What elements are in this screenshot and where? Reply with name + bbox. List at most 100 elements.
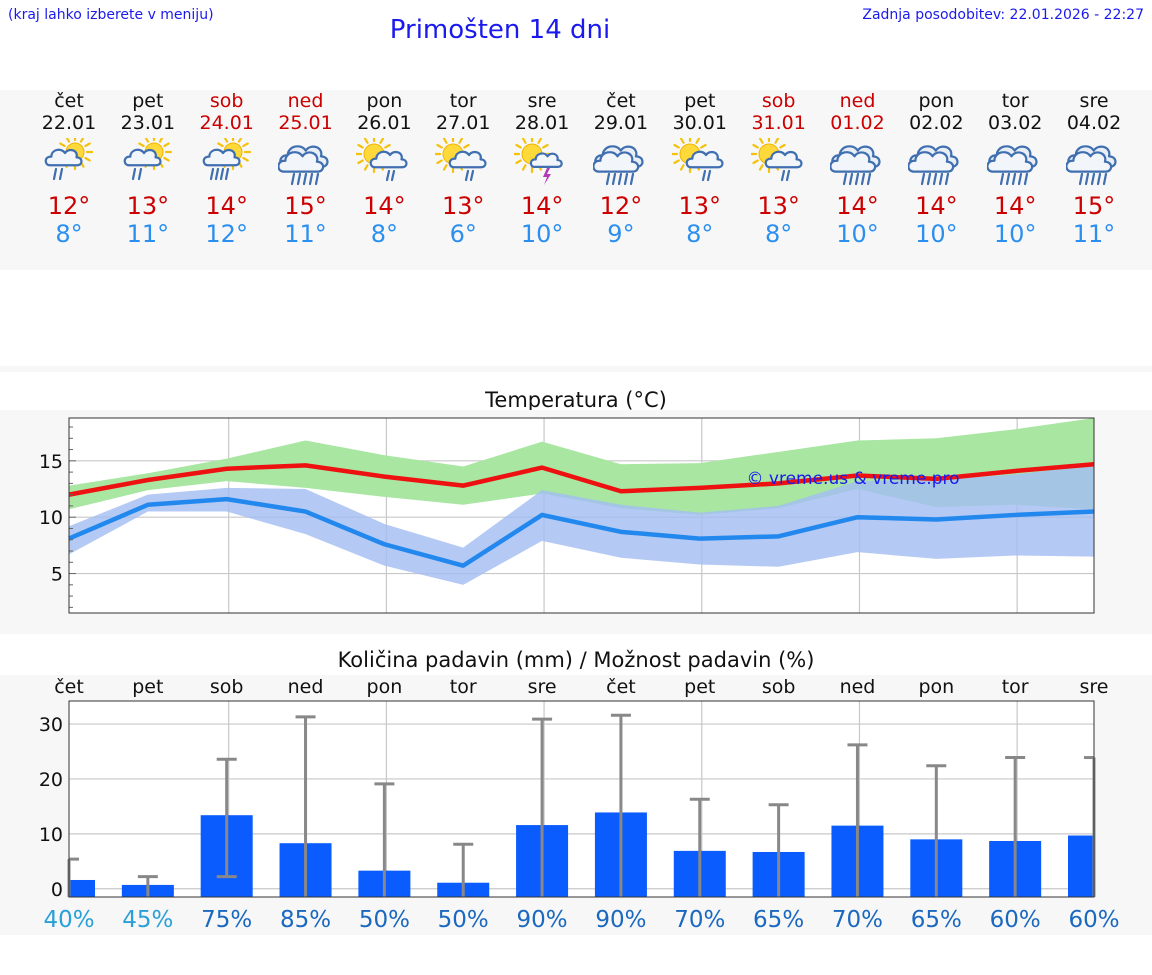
min-temperature: 12° [205,220,248,248]
forecast-day: pet 30.01 13° 8° [660,90,740,248]
min-temperature: 11° [1072,220,1116,248]
precipitation-probability: 50% [359,907,410,933]
sun-cloud-light-rain-icon [671,138,724,182]
day-name: ned [839,90,876,112]
forecast-day: sob 31.01 13° 8° [739,90,819,248]
min-temperature-line [68,496,1095,568]
day-date: 22.01 [41,112,97,134]
day-name: sre [1079,90,1109,112]
min-temperature: 6° [449,220,477,248]
max-temperature: 13° [126,192,170,220]
forecast-days-panel [0,90,1152,270]
sun-cloud-light-rain-icon [356,138,408,182]
day-date: 23.01 [120,112,176,134]
day-label: sob [762,676,796,698]
day-label: pet [132,676,163,698]
day-label: pon [918,676,954,698]
precipitation-chart: čet pet sob ned pon tor sre čet pet sob ned pon tor s… [39,676,1120,933]
forecast-day: sob 24.01 14° 12° [187,90,267,248]
y-tick-label: 0 [51,879,63,901]
precipitation-probability: 85% [280,907,331,933]
day-label: ned [288,676,324,698]
day-label: ned [840,676,876,698]
day-label: tor [1002,676,1029,698]
min-temperature: 10° [915,220,958,248]
min-temperature: 8° [686,220,714,248]
min-temperature: 10° [993,220,1037,248]
day-label: tor [450,676,477,698]
day-name: pon [918,90,955,112]
max-temperature: 15° [1072,192,1116,220]
min-temperature: 10° [836,220,879,248]
plot-frame [68,417,1095,614]
cloud-heavy-rain-icon [829,145,881,186]
partly-sunny-rain-icon [123,138,172,181]
y-tick-label: 10 [39,507,63,529]
min-temperature: 8° [765,220,793,248]
precipitation-probability: 60% [1068,907,1119,933]
y-tick-label: 30 [39,714,63,736]
precipitation-probability: 40% [43,907,94,933]
day-label: sre [528,676,557,698]
sun-cloud-light-rain-icon [435,138,487,182]
day-date: 04.02 [1066,112,1122,134]
day-name: pet [684,90,716,112]
day-date: 30.01 [672,112,727,134]
day-name: ned [287,90,324,112]
max-temperature: 14° [993,192,1037,220]
min-temperature: 10° [520,220,564,248]
forecast-day: čet 29.01 12° 9° [581,90,661,248]
cloud-heavy-rain-icon [908,145,959,186]
day-date: 28.01 [514,112,570,134]
day-label: čet [606,676,636,698]
day-label: čet [54,676,84,698]
day-name: sob [761,90,796,112]
min-temperature: 11° [284,220,327,248]
precipitation-probability: 60% [990,907,1041,933]
precipitation-probability: 50% [438,907,489,933]
day-date: 24.01 [199,112,254,134]
forecast-day: tor 27.01 13° 6° [423,90,503,248]
day-date: 29.01 [593,112,649,134]
page-title: Primošten 14 dni [389,15,611,45]
precipitation-probability: 90% [517,907,568,933]
partly-sunny-rain-icon [44,138,94,181]
forecast-day: pon 26.01 14° 8° [344,90,424,248]
max-temperature: 12° [47,192,91,220]
forecast-day: sre 04.02 15° 11° [1054,90,1134,248]
day-date: 01.02 [830,112,885,134]
forecast-day: tor 03.02 14° 10° [975,90,1055,248]
partly-sunny-heavy-rain-icon [202,138,251,181]
temperature-chart: 5 10 15 © vreme.us & vreme.pro [39,417,1095,614]
precipitation-probability: 90% [595,907,646,933]
precipitation-probability: 70% [674,907,725,933]
precipitation-probability: 70% [832,907,883,933]
min-temperature: 9° [607,220,635,248]
last-updated: Zadnja posodobitev: 22.01.2026 - 22:27 [862,7,1144,23]
forecast-day: čet 22.01 12° 8° [29,90,109,248]
separator [0,366,1152,372]
day-name: tor [1001,90,1029,112]
cloud-heavy-rain-icon [592,145,644,186]
day-name: pon [366,90,403,112]
day-date: 26.01 [357,112,412,134]
forecast-day: ned 01.02 14° 10° [818,90,898,248]
day-name: čet [54,90,84,112]
precipitation-chart-title: Količina padavin (mm) / Možnost padavin … [337,648,815,672]
max-temperature: 15° [284,192,327,220]
day-date: 27.01 [436,112,491,134]
precipitation-probability: 75% [201,907,252,933]
sun-cloud-light-rain-icon [750,138,803,182]
max-temperature: 14° [836,192,879,220]
min-temperature: 8° [55,220,83,248]
day-label: sre [1080,676,1109,698]
forecast-day: sre 28.01 14° 10° [502,90,582,248]
forecast-day: ned 25.01 15° 11° [266,90,346,248]
y-tick-label: 10 [39,824,63,846]
temperature-chart-title: Temperatura (°C) [485,388,667,412]
plot-frame [68,700,1095,898]
day-label: pet [684,676,715,698]
min-temperature: 11° [126,220,170,248]
precipitation-bar [69,879,95,897]
cloud-heavy-rain-icon [1066,145,1117,186]
